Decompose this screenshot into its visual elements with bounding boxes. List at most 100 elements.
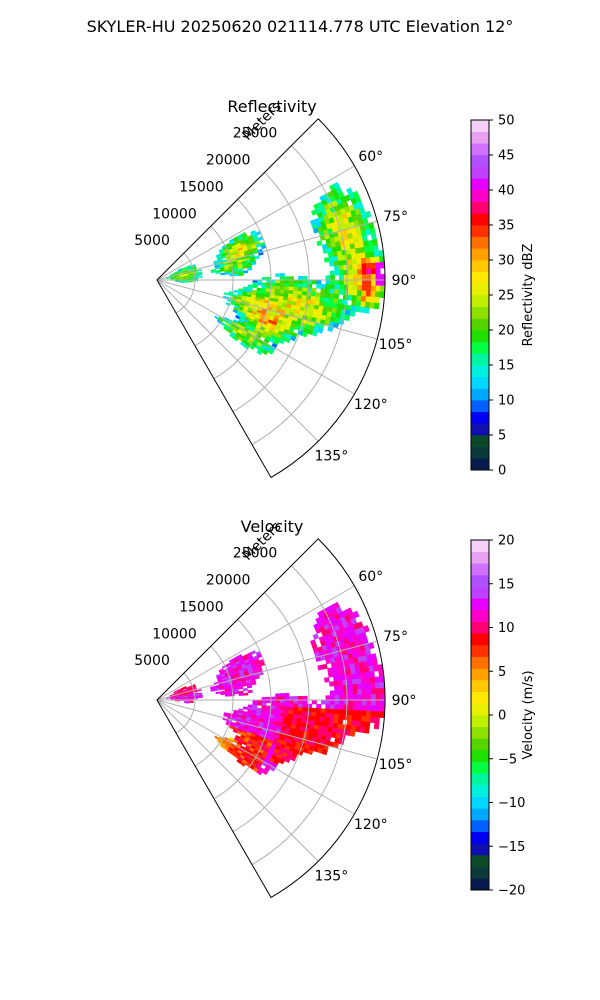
azimuth-tick-label: 90° <box>392 273 417 289</box>
data-cell <box>274 705 281 710</box>
azimuth-line <box>156 699 355 815</box>
data-cell <box>275 702 281 707</box>
colorbar-swatch <box>471 213 489 226</box>
colorbar-swatch <box>471 878 489 891</box>
colorbar-swatch <box>471 190 489 202</box>
data-cell <box>320 292 326 298</box>
data-cell <box>284 706 290 711</box>
data-cell <box>320 284 326 290</box>
data-cell <box>329 293 335 299</box>
data-cell <box>364 301 371 309</box>
data-cell <box>365 262 372 270</box>
data-cell <box>298 699 304 705</box>
data-cell <box>348 704 354 711</box>
data-cell <box>352 290 358 296</box>
data-cell <box>380 699 386 707</box>
range-ring <box>175 672 196 734</box>
data-cell <box>333 255 339 262</box>
data-cell <box>293 696 299 701</box>
data-cell <box>293 279 299 284</box>
range-tick-label: 15000 <box>179 599 224 615</box>
data-cell <box>297 287 303 292</box>
figure-title: SKYLER-HU 20250620 021114.778 UTC Elevat… <box>87 17 514 36</box>
data-cell <box>233 289 239 294</box>
data-cell <box>233 691 240 695</box>
data-cell <box>316 240 323 247</box>
data-cell <box>338 680 344 686</box>
azimuth-tick-label: 135° <box>314 448 348 464</box>
data-cell <box>220 692 226 696</box>
data-cell <box>328 297 335 304</box>
data-cell <box>284 286 290 291</box>
data-cell <box>352 699 358 706</box>
data-cell <box>298 279 304 285</box>
data-cell <box>324 677 330 683</box>
colorbar-swatch <box>471 808 489 821</box>
data-cell <box>306 707 313 713</box>
range-ring <box>194 645 234 767</box>
data-cell <box>343 264 349 271</box>
data-cell <box>334 289 340 295</box>
data-cell <box>351 295 358 302</box>
data-cell <box>361 274 367 281</box>
data-cell <box>338 289 344 295</box>
data-cell <box>242 706 249 710</box>
data-cell <box>229 273 235 277</box>
colorbar-tick-label: 35 <box>498 219 515 234</box>
data-cell <box>334 685 340 691</box>
data-cell <box>348 269 354 276</box>
data-cell <box>351 715 358 722</box>
data-cell <box>250 681 257 686</box>
data-cell <box>379 687 386 695</box>
data-cell <box>356 683 363 690</box>
data-cell <box>342 679 349 686</box>
azimuth-tick-label: 60° <box>358 569 383 585</box>
data-cell <box>370 262 376 269</box>
data-cell <box>343 694 349 701</box>
data-cell <box>279 273 285 277</box>
data-cell <box>316 703 322 709</box>
data-cell <box>329 261 335 267</box>
data-cell <box>288 703 294 708</box>
data-cell <box>366 285 372 292</box>
data-cell <box>366 274 372 281</box>
data-cell <box>275 273 281 278</box>
range-tick-label: 20000 <box>206 153 251 169</box>
data-cell <box>375 273 381 281</box>
data-cell <box>298 695 304 701</box>
data-cell <box>238 692 244 696</box>
colorbar-tick-label: 10 <box>498 394 515 409</box>
data-cell <box>324 708 331 714</box>
data-cell <box>297 707 303 712</box>
data-cell <box>320 708 326 714</box>
data-cell <box>369 256 376 264</box>
data-cell <box>330 275 336 281</box>
data-cell <box>267 348 274 355</box>
data-cell <box>364 251 371 259</box>
data-cell <box>351 673 357 680</box>
data-cell <box>175 700 180 702</box>
data-cell <box>279 283 285 287</box>
data-cell <box>328 256 335 263</box>
data-cell <box>365 677 371 684</box>
colorbar-swatch <box>471 855 489 867</box>
data-cell <box>380 279 386 287</box>
data-cell <box>373 250 380 258</box>
data-cell <box>284 692 290 697</box>
colorbar-swatch <box>471 318 489 331</box>
colorbar-swatch <box>471 738 489 751</box>
data-cell <box>361 279 367 286</box>
data-cell <box>302 283 308 289</box>
colorbar-swatch <box>471 633 489 646</box>
data-cell <box>319 296 326 303</box>
data-cell <box>357 699 363 706</box>
range-tick-label: 10000 <box>152 626 197 642</box>
data-cell <box>343 684 349 691</box>
range-tick-label: 25000 <box>233 546 278 562</box>
data-cell <box>247 267 253 271</box>
colorbar-swatch <box>471 131 489 144</box>
data-cell <box>197 276 203 279</box>
data-cell <box>325 704 331 710</box>
data-cell <box>356 295 362 302</box>
data-cell <box>333 260 340 267</box>
